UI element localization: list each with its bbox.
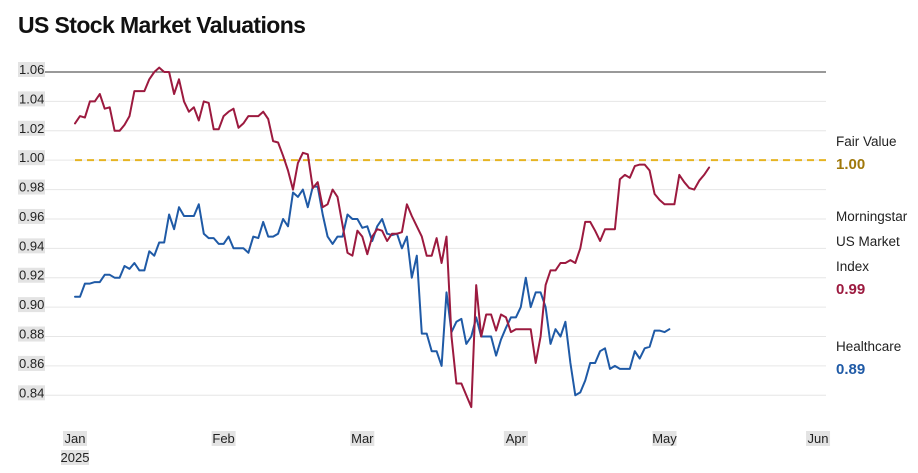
chart-title: US Stock Market Valuations [18, 12, 306, 38]
healthcare-value: 0.89 [836, 361, 865, 378]
y-tick-highlight [18, 355, 45, 371]
morningstar-value: 0.99 [836, 281, 865, 298]
x-axis-ticks: Jan 2025 Feb Mar Apr May Jun [61, 431, 831, 465]
y-tick-label: 0.92 [19, 268, 44, 283]
y-tick-label: 0.84 [19, 385, 44, 400]
y-tick-highlight [18, 179, 45, 195]
x-tick-label: Mar [351, 431, 374, 446]
x-tick-label: Jan [65, 431, 86, 446]
morningstar-label-line-3: Index [836, 259, 869, 274]
x-tick-label: May [652, 431, 677, 446]
series-lines [74, 66, 711, 409]
y-tick-label: 1.02 [19, 121, 44, 136]
healthcare-line [74, 185, 671, 397]
y-tick-label: 1.06 [19, 62, 44, 77]
x-tick-highlight [503, 431, 528, 446]
x-tick-sub-highlight [61, 450, 89, 465]
y-tick-label: 0.96 [19, 209, 44, 224]
y-tick-label: 0.88 [19, 327, 44, 342]
x-tick-highlight [652, 431, 677, 446]
healthcare-label: Healthcare [836, 339, 901, 354]
y-tick-label: 0.94 [19, 238, 44, 253]
y-tick-label: 0.86 [19, 356, 44, 371]
y-tick-highlight [18, 208, 45, 224]
y-tick-highlight [18, 238, 45, 254]
x-tick-sublabel: 2025 [61, 450, 90, 465]
y-tick-highlight [18, 91, 45, 107]
y-tick-highlight [18, 62, 45, 77]
x-tick-highlight [350, 431, 375, 446]
x-tick-highlight [63, 431, 87, 446]
morningstar-label-line-2: US Market [836, 234, 900, 249]
morningstar-label-line-1: Morningstar [836, 209, 908, 224]
y-tick-label: 0.90 [19, 297, 44, 312]
right-labels: Fair Value 1.00 Morningstar US Market In… [836, 134, 908, 378]
x-tick-label: Feb [212, 431, 234, 446]
morningstar-index-line [74, 66, 711, 409]
y-tick-label: 0.98 [19, 180, 44, 195]
y-tick-label: 1.00 [19, 150, 44, 165]
y-tick-highlight [18, 326, 45, 342]
x-tick-label: Apr [506, 431, 527, 446]
fair-value-value: 1.00 [836, 156, 865, 173]
y-tick-label: 1.04 [19, 91, 44, 106]
fair-value-label: Fair Value [836, 134, 897, 149]
y-tick-highlight [18, 120, 45, 136]
y-tick-highlight [18, 297, 45, 313]
y-axis-ticks: 1.06 1.04 1.02 1.00 0.98 0.96 0.94 0.92 0.90 0.88… [18, 62, 45, 401]
x-tick-highlight [211, 431, 236, 446]
x-tick-label: Jun [808, 431, 829, 446]
y-tick-highlight [18, 385, 45, 401]
y-tick-highlight [18, 150, 45, 166]
grid-lines [18, 71, 826, 396]
x-tick-highlight [806, 431, 831, 446]
y-tick-highlight [18, 267, 45, 283]
